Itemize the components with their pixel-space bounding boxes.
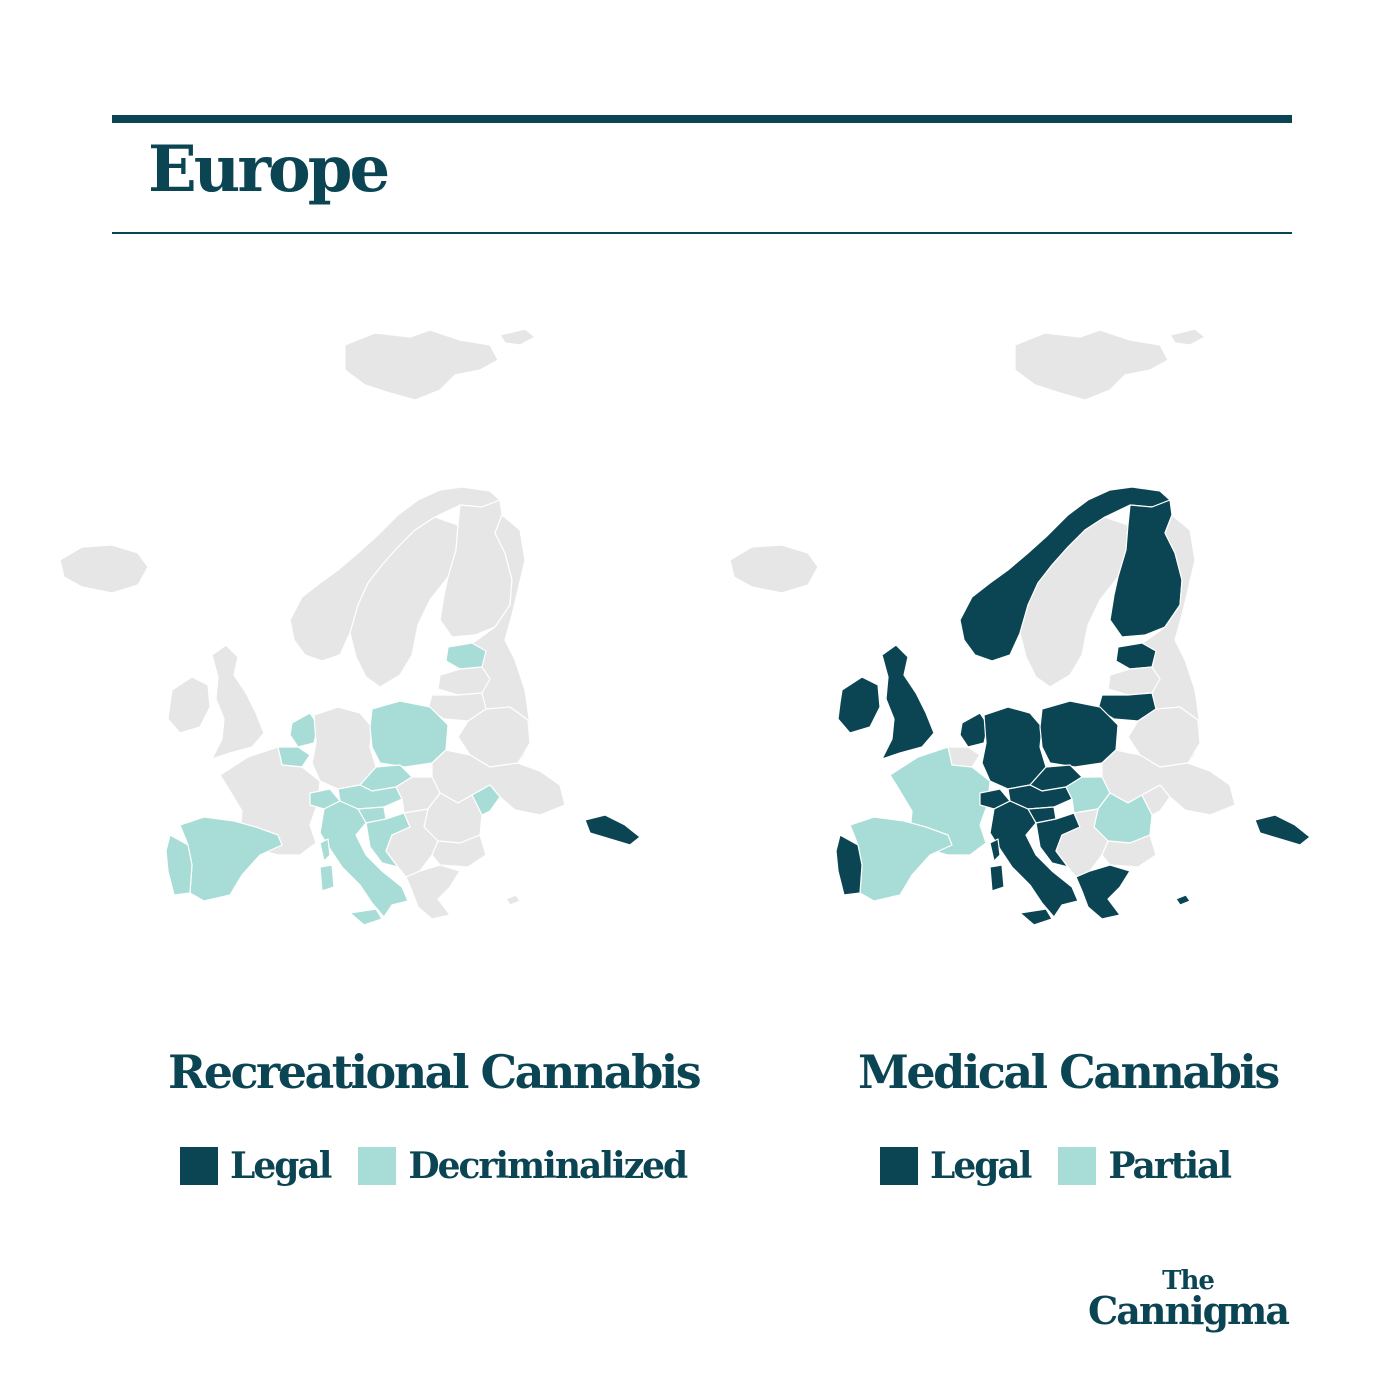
legend-swatch-partial (1058, 1147, 1097, 1185)
legend-item-partial: Partial (1058, 1145, 1232, 1187)
region-bulgaria (1101, 834, 1157, 868)
region-portugal (835, 834, 863, 896)
legend-item-legal: Legal (180, 1145, 332, 1187)
top-rule (112, 115, 1292, 123)
region-italy (989, 800, 1079, 918)
region-svalbard (1014, 329, 1169, 401)
legend-label-legal: Legal (930, 1145, 1032, 1187)
region-georgia (584, 814, 641, 846)
region-portugal (165, 834, 193, 896)
medical-legend: Legal Partial (880, 1145, 1258, 1187)
region-estonia (445, 642, 487, 670)
legend-label-partial: Partial (1108, 1145, 1232, 1187)
legend-item-legal: Legal (880, 1145, 1032, 1187)
legend-swatch-legal (180, 1147, 218, 1185)
region-sicily (349, 908, 383, 926)
region-greece (1075, 864, 1131, 920)
region-corsica-sardinia (989, 838, 1005, 892)
region-cyprus (505, 894, 521, 906)
logo-line-the: The (1162, 1266, 1215, 1296)
region-latvia (1107, 666, 1161, 696)
region-germany (311, 706, 377, 790)
region-greece (405, 864, 461, 920)
region-moldova (471, 784, 501, 816)
region-iceland (729, 544, 819, 594)
region-cyprus (1175, 894, 1191, 906)
region-ireland (167, 676, 211, 734)
region-svalbard (344, 329, 499, 401)
medical-heading: Medical Cannabis (858, 1045, 1280, 1099)
legend-label-decriminalized: Decriminalized (408, 1145, 688, 1187)
region-iceland (59, 544, 149, 594)
region-italy (319, 800, 409, 918)
region-united-kingdom (211, 644, 265, 760)
region-novaya-zemlya (499, 328, 536, 346)
page-title: Europe (148, 132, 390, 207)
region-belarus (457, 706, 531, 768)
region-corsica-sardinia (319, 838, 335, 892)
legend-swatch-legal (880, 1147, 918, 1185)
region-georgia (1254, 814, 1311, 846)
region-belgium (947, 746, 981, 768)
medical-cannabis-map (690, 315, 1350, 935)
region-sicily (1019, 908, 1053, 926)
region-ireland (837, 676, 881, 734)
legend-item-decriminalized: Decriminalized (358, 1145, 688, 1187)
region-sweden (1019, 516, 1129, 688)
region-belgium (277, 746, 311, 768)
region-latvia (437, 666, 491, 696)
region-sweden (349, 516, 459, 688)
legend-swatch-decriminalized (358, 1147, 397, 1185)
the-cannigma-logo: The Cannigma (1088, 1266, 1290, 1333)
region-belarus (1127, 706, 1201, 768)
region-bulgaria (431, 834, 487, 868)
legend-label-legal: Legal (230, 1145, 332, 1187)
recreational-legend: Legal Decriminalized (180, 1145, 714, 1187)
recreational-cannabis-map (20, 315, 680, 935)
region-netherlands (959, 712, 989, 748)
region-netherlands (289, 712, 319, 748)
region-germany (981, 706, 1047, 790)
region-moldova (1141, 784, 1171, 816)
region-estonia (1115, 642, 1157, 670)
logo-line-cannigma: Cannigma (1088, 1288, 1290, 1333)
title-rule (112, 232, 1292, 234)
region-united-kingdom (881, 644, 935, 760)
region-novaya-zemlya (1169, 328, 1206, 346)
recreational-heading: Recreational Cannabis (168, 1045, 702, 1099)
